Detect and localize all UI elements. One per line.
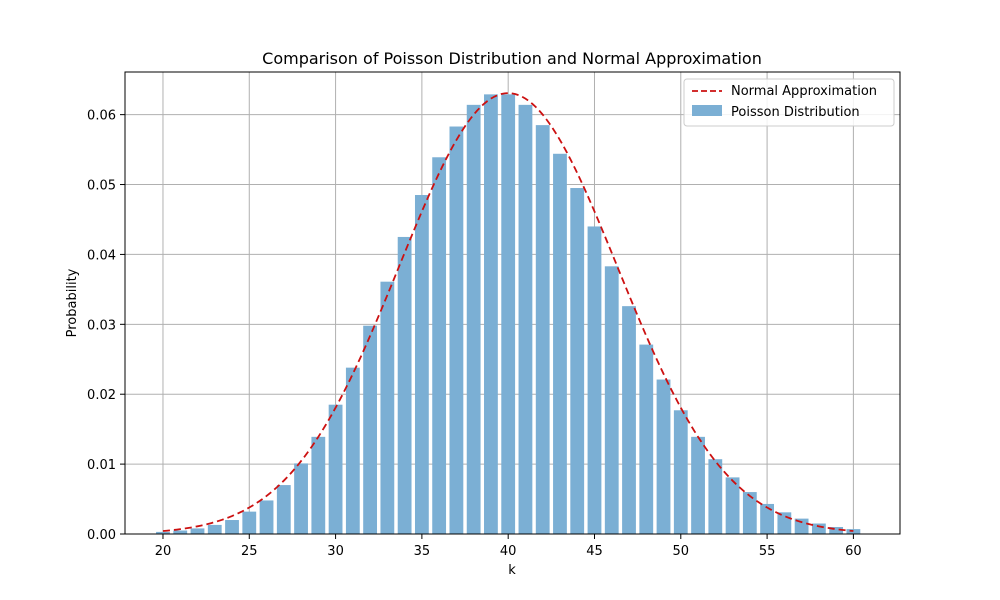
poisson-bar bbox=[345, 367, 360, 534]
x-tick-label: 60 bbox=[845, 544, 862, 559]
legend-label-normal: Normal Approximation bbox=[731, 84, 877, 99]
poisson-bar bbox=[639, 344, 654, 534]
poisson-bar bbox=[259, 500, 274, 534]
poisson-bar bbox=[242, 511, 257, 534]
poisson-bar bbox=[363, 325, 378, 534]
poisson-bar bbox=[518, 104, 533, 535]
poisson-bar bbox=[225, 520, 239, 534]
x-tick-label: 45 bbox=[586, 544, 603, 559]
poisson-bar bbox=[156, 531, 170, 534]
x-tick-label: 55 bbox=[759, 544, 776, 559]
poisson-bar bbox=[673, 410, 688, 534]
poisson-bar bbox=[829, 527, 844, 534]
poisson-bar bbox=[656, 379, 671, 534]
y-tick-label: 0.00 bbox=[87, 528, 116, 543]
y-tick-label: 0.06 bbox=[87, 109, 116, 124]
poisson-bar bbox=[691, 436, 705, 534]
poisson-bar bbox=[794, 518, 809, 534]
y-tick-label: 0.02 bbox=[87, 388, 116, 403]
poisson-bar bbox=[484, 94, 498, 534]
poisson-bar bbox=[725, 477, 740, 534]
poisson-bar bbox=[553, 153, 567, 534]
poisson-bar bbox=[414, 195, 429, 534]
plot-frame bbox=[124, 71, 901, 535]
poisson-bar bbox=[276, 485, 291, 534]
y-tick-label: 0.05 bbox=[87, 179, 116, 194]
x-axis-label: k bbox=[508, 563, 516, 578]
poisson-bar bbox=[777, 512, 792, 534]
poisson-bar bbox=[207, 524, 222, 534]
poisson-bar bbox=[604, 266, 619, 534]
poisson-bar bbox=[501, 94, 516, 534]
poisson-bar bbox=[811, 523, 826, 534]
y-tick-label: 0.03 bbox=[87, 318, 116, 333]
poisson-bar bbox=[380, 281, 395, 534]
poisson-bar bbox=[328, 404, 343, 534]
poisson-bar bbox=[449, 126, 464, 534]
legend-label-poisson: Poisson Distribution bbox=[731, 105, 860, 120]
poisson-bar bbox=[742, 492, 757, 534]
poisson-bar bbox=[397, 236, 412, 534]
y-axis-ticks: 0.00 0.01 0.02 0.03 0.04 0.05 0.06 bbox=[87, 109, 125, 543]
poisson-bar bbox=[466, 104, 481, 535]
y-tick-label: 0.04 bbox=[87, 248, 116, 263]
y-axis-label: Probability bbox=[65, 268, 80, 337]
x-tick-label: 30 bbox=[327, 544, 344, 559]
y-tick-label: 0.01 bbox=[87, 458, 116, 473]
poisson-bar bbox=[587, 226, 602, 535]
poisson-bar bbox=[432, 157, 447, 534]
poisson-bar bbox=[570, 188, 585, 534]
poisson-bar bbox=[294, 463, 308, 534]
poisson-bar bbox=[846, 529, 861, 534]
x-tick-label: 20 bbox=[155, 544, 172, 559]
poisson-bar bbox=[311, 436, 326, 534]
poisson-bar bbox=[190, 528, 205, 534]
poisson-bar bbox=[760, 503, 774, 534]
x-tick-label: 50 bbox=[673, 544, 690, 559]
chart-title: Comparison of Poisson Distribution and N… bbox=[262, 49, 762, 68]
poisson-bar bbox=[535, 125, 550, 535]
x-tick-label: 40 bbox=[500, 544, 517, 559]
x-tick-label: 35 bbox=[414, 544, 431, 559]
legend-box bbox=[683, 78, 895, 127]
poisson-bar bbox=[622, 306, 636, 534]
legend: Normal Approximation Poisson Distributio… bbox=[683, 78, 895, 127]
normal-approximation-line bbox=[162, 92, 854, 532]
poisson-bar bbox=[173, 530, 188, 534]
x-axis-ticks: 20 25 30 35 40 45 50 55 60 bbox=[155, 534, 862, 559]
poisson-bar bbox=[708, 459, 723, 534]
legend-bar-swatch bbox=[692, 105, 722, 116]
x-tick-label: 25 bbox=[241, 544, 258, 559]
